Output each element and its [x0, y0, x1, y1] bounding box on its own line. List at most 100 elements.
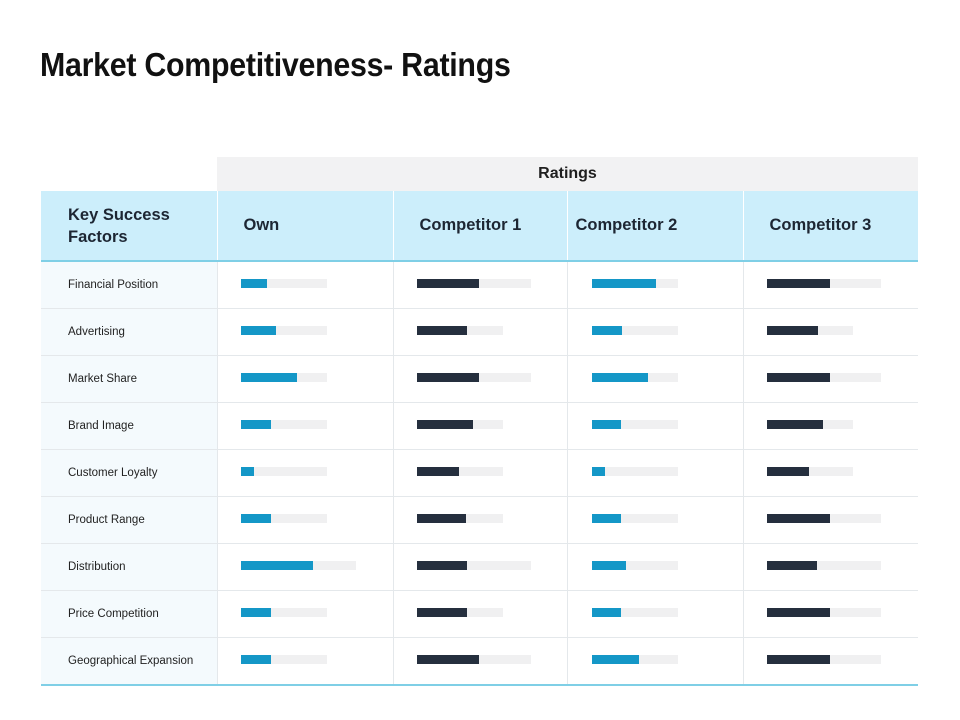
rating-bar-competitor-1 [416, 467, 459, 476]
table-body: Financial Position Advertising Market Shar… [41, 261, 918, 686]
rating-cell-own [217, 449, 394, 497]
table-row: Financial Position [41, 261, 918, 309]
rating-bar-competitor-2 [591, 467, 605, 476]
rating-track [766, 608, 881, 617]
rating-cell-own [217, 355, 394, 403]
rating-track [766, 561, 881, 570]
rating-track [591, 373, 678, 382]
rating-bar-competitor-2 [591, 514, 621, 523]
rating-cell-competitor-3 [743, 543, 918, 591]
rating-cell-competitor-2 [567, 590, 744, 638]
table-row: Distribution [41, 543, 918, 591]
table-header-row: Key Success Factors Own Competitor 1 Com… [41, 191, 918, 262]
rating-cell-competitor-1 [393, 637, 568, 686]
rating-cell-own [217, 261, 394, 309]
rating-track [591, 514, 678, 523]
factor-label: Price Competition [41, 590, 218, 638]
rating-bar-competitor-3 [766, 608, 830, 617]
rating-bar-own [240, 561, 313, 570]
rating-bar-competitor-2 [591, 608, 621, 617]
factor-label: Advertising [41, 308, 218, 356]
rating-bar-competitor-1 [416, 608, 467, 617]
rating-bar-competitor-2 [591, 561, 626, 570]
rating-bar-own [240, 420, 271, 429]
rating-cell-competitor-2 [567, 496, 744, 544]
rating-cell-competitor-3 [743, 308, 918, 356]
rating-track [240, 373, 327, 382]
rating-cell-competitor-1 [393, 308, 568, 356]
rating-track [240, 420, 327, 429]
key-success-factors-header: Key Success Factors [41, 191, 217, 262]
ratings-group-label: Ratings [538, 165, 597, 182]
table-row: Product Range [41, 496, 918, 544]
rating-cell-competitor-3 [743, 449, 918, 497]
factor-label: Distribution [41, 543, 218, 591]
table-row: Price Competition [41, 590, 918, 638]
rating-bar-competitor-3 [766, 279, 830, 288]
factor-label: Product Range [41, 496, 218, 544]
rating-track [416, 561, 531, 570]
rating-bar-own [240, 514, 271, 523]
rating-bar-own [240, 326, 276, 335]
rating-bar-competitor-3 [766, 467, 809, 476]
rating-bar-own [240, 608, 271, 617]
rating-bar-competitor-1 [416, 373, 479, 382]
rating-bar-competitor-1 [416, 420, 473, 429]
rating-bar-competitor-1 [416, 561, 467, 570]
rating-cell-own [217, 402, 394, 450]
rating-track [240, 326, 327, 335]
rating-cell-competitor-3 [743, 402, 918, 450]
rating-bar-own [240, 373, 297, 382]
rating-cell-own [217, 496, 394, 544]
rating-bar-competitor-3 [766, 420, 823, 429]
table-row: Advertising [41, 308, 918, 356]
rating-track [240, 467, 327, 476]
rating-cell-own [217, 308, 394, 356]
rating-cell-competitor-3 [743, 355, 918, 403]
page-title: Market Competitiveness- Ratings [40, 46, 511, 83]
rating-cell-competitor-1 [393, 496, 568, 544]
column-header-own: Own [216, 191, 393, 262]
rating-bar-competitor-1 [416, 326, 467, 335]
rating-cell-competitor-1 [393, 355, 568, 403]
rating-cell-competitor-3 [743, 496, 918, 544]
rating-bar-competitor-1 [416, 514, 466, 523]
rating-track [416, 326, 503, 335]
rating-track [591, 608, 678, 617]
rating-track [416, 514, 503, 523]
rating-cell-own [217, 590, 394, 638]
rating-cell-own [217, 543, 394, 591]
rating-track [240, 655, 327, 664]
rating-bar-competitor-2 [591, 326, 622, 335]
rating-cell-competitor-2 [567, 402, 744, 450]
rating-track [416, 279, 531, 288]
table-row: Brand Image [41, 402, 918, 450]
rating-track [416, 373, 531, 382]
rating-track [591, 467, 678, 476]
column-header-competitor-3: Competitor 3 [742, 191, 918, 262]
rating-bar-competitor-1 [416, 279, 479, 288]
rating-bar-own [240, 655, 271, 664]
factor-label: Market Share [41, 355, 218, 403]
rating-cell-competitor-3 [743, 590, 918, 638]
rating-cell-competitor-1 [393, 449, 568, 497]
rating-track [766, 467, 853, 476]
rating-track [416, 420, 503, 429]
ratings-group-header: Ratings [217, 157, 918, 191]
rating-track [766, 373, 881, 382]
rating-track [591, 420, 678, 429]
rating-track [240, 279, 327, 288]
column-header-competitor-1: Competitor 1 [392, 191, 567, 262]
rating-cell-competitor-2 [567, 355, 744, 403]
rating-cell-competitor-2 [567, 543, 744, 591]
rating-track [240, 608, 327, 617]
rating-cell-competitor-2 [567, 449, 744, 497]
factor-label: Brand Image [41, 402, 218, 450]
rating-cell-own [217, 637, 394, 686]
rating-track [766, 279, 881, 288]
rating-track [240, 561, 356, 570]
table-row: Customer Loyalty [41, 449, 918, 497]
rating-cell-competitor-1 [393, 590, 568, 638]
rating-cell-competitor-1 [393, 402, 568, 450]
rating-track [416, 655, 531, 664]
